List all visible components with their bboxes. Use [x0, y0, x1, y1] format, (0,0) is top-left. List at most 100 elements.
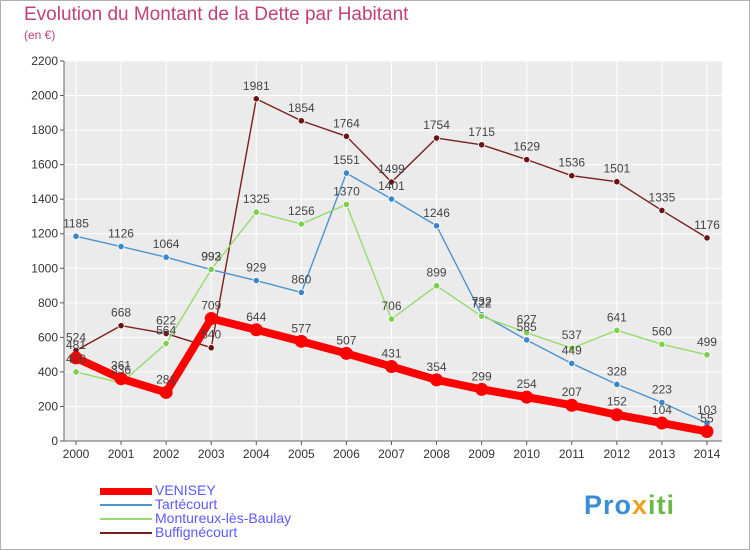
y-tick-label: 200	[38, 399, 58, 413]
x-tick-label: 2000	[63, 447, 90, 461]
data-point	[432, 134, 441, 142]
data-point	[204, 312, 218, 326]
data-point	[478, 312, 486, 320]
x-tick-label: 2006	[333, 447, 360, 461]
data-label: 860	[291, 272, 311, 286]
data-label: 507	[336, 333, 356, 347]
data-label: 254	[517, 377, 537, 391]
data-label: 1754	[423, 118, 450, 132]
data-label: 564	[156, 324, 176, 338]
data-point	[207, 265, 215, 274]
data-point	[700, 425, 714, 438]
data-point	[162, 339, 170, 348]
data-label: 1176	[694, 218, 720, 232]
data-point	[342, 200, 351, 208]
data-label: 55	[700, 412, 714, 426]
data-label: 1981	[243, 79, 270, 93]
data-label: 622	[156, 314, 176, 328]
data-labels: 524 668 622 540 1981 1854 1764 1499 1754 1715 1629…	[63, 79, 720, 426]
chart-subtitle: (en €)	[24, 28, 56, 42]
data-label: 992	[201, 250, 221, 264]
axes: 0 200 400 600 800 1000 1200 1400 1600 1800 2000 220…	[31, 54, 722, 461]
y-tick-label: 1400	[31, 192, 58, 206]
data-point	[568, 344, 576, 352]
data-point	[478, 141, 486, 149]
y-tick-label: 2000	[31, 89, 58, 103]
data-point	[297, 288, 305, 297]
x-tick-label: 2012	[603, 447, 630, 461]
data-point	[162, 253, 170, 261]
x-tick-label: 2011	[559, 447, 585, 461]
line-chart: 0 200 400 600 800 1000 1200 1400 1600 1800 2000 220…	[31, 54, 722, 461]
data-point	[384, 360, 398, 374]
data-label: 431	[381, 347, 401, 361]
legend-label: Montureux-lès-Baulay	[155, 510, 292, 526]
legend-swatch	[100, 532, 152, 534]
x-tick-label: 2005	[288, 447, 315, 461]
data-point	[430, 373, 444, 387]
data-point	[117, 322, 125, 330]
y-tick-label: 0	[51, 434, 58, 448]
data-label: 993	[201, 249, 221, 263]
data-point	[610, 408, 624, 422]
data-label: 560	[652, 324, 672, 338]
data-label: 1715	[468, 125, 495, 139]
data-label: 1126	[108, 227, 134, 241]
legend-label: Tartécourt	[155, 496, 218, 512]
y-tick-label: 400	[38, 365, 58, 379]
data-point	[658, 206, 666, 215]
data-point	[703, 234, 711, 242]
data-label: 537	[562, 328, 582, 342]
data-label: 152	[607, 395, 627, 409]
data-point	[658, 398, 666, 407]
data-label: 706	[381, 299, 401, 313]
data-point	[613, 326, 621, 334]
data-label: 899	[427, 266, 447, 280]
data-label: 585	[517, 320, 537, 334]
x-tick-label: 2007	[378, 447, 405, 461]
data-label: 1064	[153, 237, 180, 251]
y-tick-label: 1600	[31, 158, 58, 172]
data-label: 361	[111, 359, 131, 373]
data-label: 103	[697, 403, 717, 417]
data-label: 577	[291, 321, 311, 335]
data-point	[520, 390, 534, 404]
data-point	[342, 132, 351, 140]
data-point	[114, 372, 128, 386]
data-point	[432, 222, 441, 230]
x-tick-label: 2014	[694, 447, 721, 461]
y-tick-label: 800	[38, 296, 58, 310]
data-label: 1185	[63, 216, 89, 230]
y-tick-label: 1200	[31, 227, 58, 241]
y-tick-label: 1800	[31, 123, 58, 137]
x-tick-label: 2008	[423, 447, 450, 461]
data-point	[565, 398, 579, 412]
data-label: 299	[472, 369, 492, 383]
chart-title: Evolution du Montant de la Dette par Hab…	[24, 4, 409, 25]
data-point	[249, 323, 263, 337]
data-point	[69, 351, 83, 365]
data-point	[72, 232, 80, 240]
data-label: 281	[156, 372, 176, 386]
data-label: 1501	[603, 162, 630, 176]
data-label: 929	[246, 261, 266, 275]
data-label: 1401	[378, 179, 405, 193]
series-points	[69, 95, 714, 438]
data-label: 1325	[243, 192, 270, 206]
data-point	[568, 172, 576, 180]
data-point	[252, 95, 260, 103]
data-label: 641	[607, 310, 627, 324]
data-label: 104	[652, 403, 672, 417]
x-tick-label: 2010	[513, 447, 540, 461]
data-label: 1370	[333, 184, 360, 198]
data-label: 1256	[288, 204, 315, 218]
data-label: 400	[66, 352, 86, 366]
data-point	[387, 315, 396, 323]
data-label: 449	[562, 343, 582, 357]
data-point	[297, 117, 305, 125]
data-point	[162, 329, 170, 338]
data-point	[658, 340, 666, 348]
x-tick-label: 2004	[243, 447, 270, 461]
data-label: 328	[607, 364, 627, 378]
legend-swatch	[100, 518, 152, 520]
